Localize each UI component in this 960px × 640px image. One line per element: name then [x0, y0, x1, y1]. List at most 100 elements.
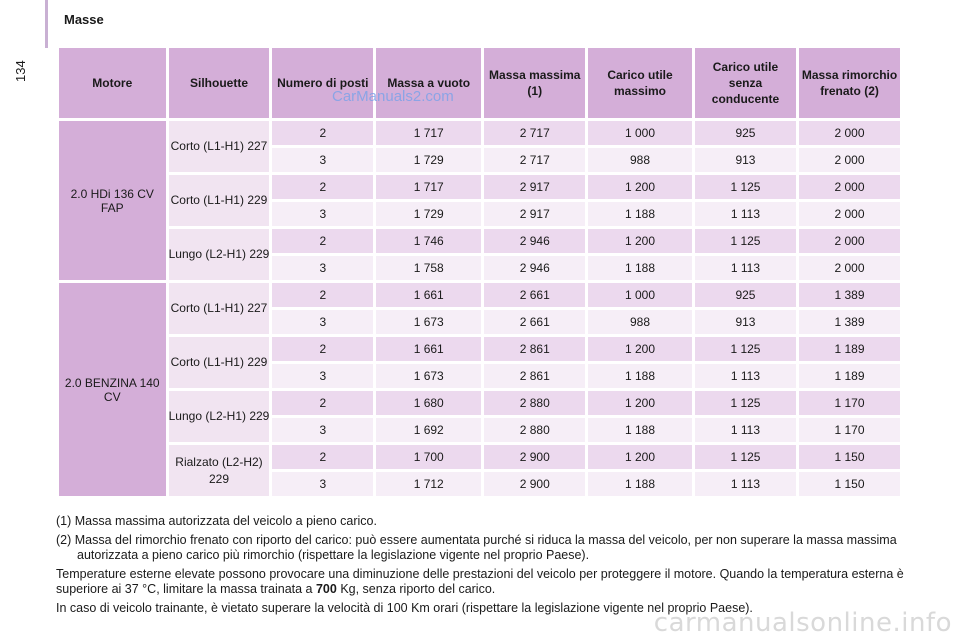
engine-cell: 2.0 BENZINA 140 CV [59, 283, 166, 496]
mass-table: Motore Silhouette Numero di posti Massa … [56, 45, 903, 499]
silhouette-cell: Corto (L1-H1) 227 [168, 283, 270, 334]
value-cell: 1 000 [588, 283, 692, 307]
table-row: Corto (L1-H1) 229 2 1 661 2 861 1 200 1 125 1 … [59, 337, 900, 388]
table-body: 2.0 HDi 136 CV FAP Corto (L1-H1) 227 2 1 71… [59, 121, 900, 496]
value-cell: 913 [694, 148, 797, 172]
value-cell: 1 200 [588, 175, 692, 199]
value-cell: 1 189 [799, 364, 900, 388]
value-cell: 1 188 [588, 472, 692, 496]
note-1: (1) Massa massima autorizzata del veicol… [56, 514, 377, 528]
silhouette-cell: Rialzato (L2-H2) 229 [168, 445, 270, 496]
temperature-note: Temperature esterne elevate possono prov… [56, 567, 916, 598]
header-massa-massima: Massa massima (1) [484, 48, 586, 118]
value-cell: 2 900 [484, 472, 586, 496]
value-cell: 1 680 [376, 391, 482, 415]
value-cell: 2 000 [799, 256, 900, 280]
footer-watermark: carmanualsonline.info [653, 608, 952, 638]
value-cell: 2 [272, 337, 374, 361]
header-carico-senza-conducente: Carico utile senza conducente [694, 48, 797, 118]
value-cell: 1 125 [694, 445, 797, 469]
value-cell: 1 125 [694, 175, 797, 199]
header-numero-posti: Numero di posti [272, 48, 374, 118]
header-motore: Motore [59, 48, 166, 118]
value-cell: 1 000 [588, 121, 692, 145]
value-cell: 988 [588, 310, 692, 334]
value-cell: 1 200 [588, 445, 692, 469]
table-row: 2.0 HDi 136 CV FAP Corto (L1-H1) 227 2 1 71… [59, 121, 900, 280]
value-cell: 1 200 [588, 391, 692, 415]
value-cell: 1 661 [376, 337, 482, 361]
value-cell: 2 000 [799, 175, 900, 199]
value-cell: 1 150 [799, 445, 900, 469]
value-cell: 1 673 [376, 310, 482, 334]
value-cell: 2 861 [484, 364, 586, 388]
value-cell: 2 661 [484, 283, 586, 307]
value-cell: 1 188 [588, 202, 692, 226]
towing-speed-note: In caso di veicolo trainante, è vietato … [56, 600, 753, 615]
value-cell: 1 389 [799, 283, 900, 307]
value-cell: 1 712 [376, 472, 482, 496]
value-cell: 3 [272, 472, 374, 496]
page-edge-bar [45, 0, 48, 48]
header-massa-rimorchio: Massa rimorchio frenato (2) [799, 48, 900, 118]
value-cell: 1 200 [588, 337, 692, 361]
value-cell: 1 113 [694, 472, 797, 496]
value-cell: 2 861 [484, 337, 586, 361]
value-cell: 1 189 [799, 337, 900, 361]
value-cell: 1 170 [799, 391, 900, 415]
page-number: 134 [13, 60, 28, 82]
section-title: Masse [64, 12, 104, 27]
table-row: Corto (L1-H1) 229 2 1 717 2 917 1 200 1 125 2 … [59, 175, 900, 226]
value-cell: 2 [272, 229, 374, 253]
value-cell: 1 188 [588, 364, 692, 388]
watermark-text: CarManuals2.com [332, 88, 454, 105]
value-cell: 1 200 [588, 229, 692, 253]
value-cell: 2 880 [484, 391, 586, 415]
temperature-note-mass: 700 [315, 582, 337, 596]
value-cell: 2 000 [799, 202, 900, 226]
value-cell: 2 717 [484, 148, 586, 172]
value-cell: 1 729 [376, 148, 482, 172]
value-cell: 2 [272, 391, 374, 415]
header-carico-utile: Carico utile massimo [588, 48, 692, 118]
value-cell: 1 717 [376, 121, 482, 145]
value-cell: 1 113 [694, 256, 797, 280]
value-cell: 1 661 [376, 283, 482, 307]
value-cell: 1 125 [694, 229, 797, 253]
value-cell: 1 188 [588, 256, 692, 280]
value-cell: 2 946 [484, 229, 586, 253]
table-row: Rialzato (L2-H2) 229 2 1 700 2 900 1 200 1 12… [59, 445, 900, 496]
value-cell: 2 000 [799, 121, 900, 145]
value-cell: 1 125 [694, 391, 797, 415]
value-cell: 988 [588, 148, 692, 172]
temperature-note-end: Kg, senza riporto del carico. [336, 582, 496, 596]
value-cell: 1 170 [799, 418, 900, 442]
value-cell: 1 113 [694, 418, 797, 442]
value-cell: 2 717 [484, 121, 586, 145]
note-2: (2) Massa del rimorchio frenato con ripo… [56, 532, 897, 563]
value-cell: 1 188 [588, 418, 692, 442]
silhouette-cell: Corto (L1-H1) 229 [168, 337, 270, 388]
value-cell: 3 [272, 256, 374, 280]
value-cell: 2 [272, 445, 374, 469]
notes-block: (1) Massa massima autorizzata del veicol… [56, 514, 916, 619]
value-cell: 3 [272, 202, 374, 226]
table-header-row: Motore Silhouette Numero di posti Massa … [59, 48, 900, 118]
value-cell: 1 673 [376, 364, 482, 388]
value-cell: 1 717 [376, 175, 482, 199]
table-row: 2.0 BENZINA 140 CV Corto (L1-H1) 227 2 1 66… [59, 283, 900, 496]
value-cell: 2 [272, 283, 374, 307]
value-cell: 1 113 [694, 364, 797, 388]
value-cell: 1 758 [376, 256, 482, 280]
table-row: Lungo (L2-H1) 229 2 1 746 2 946 1 200 1 125 2 … [59, 229, 900, 280]
silhouette-cell: Lungo (L2-H1) 229 [168, 229, 270, 280]
temperature-note-text: Temperature esterne elevate possono prov… [56, 566, 904, 597]
value-cell: 1 746 [376, 229, 482, 253]
engine-cell: 2.0 HDi 136 CV FAP [59, 121, 166, 280]
silhouette-cell: Corto (L1-H1) 227 [168, 121, 270, 172]
